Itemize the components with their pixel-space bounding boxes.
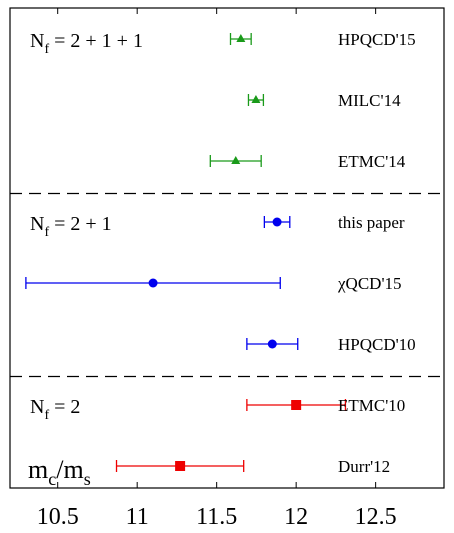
- entry-label: χQCD'15: [337, 274, 402, 293]
- x-tick-label: 11.5: [196, 504, 237, 530]
- entry-label: HPQCD'15: [338, 30, 416, 49]
- marker-circle: [267, 339, 277, 349]
- marker-square: [175, 461, 186, 471]
- data-point-3-1: ETMC'10: [246, 396, 405, 415]
- data-point-1-3: ETMC'14: [209, 152, 406, 171]
- data-point-1-1: HPQCD'15: [229, 30, 416, 49]
- entry-label: Durr'12: [338, 457, 390, 476]
- marker-triangle: [236, 34, 246, 42]
- group-label: Nf = 2 + 1 + 1: [30, 30, 143, 57]
- marker-triangle: [231, 156, 241, 164]
- group-1: Nf = 2 + 1 + 1 HPQCD'15 MILC'14 ETMC'14: [10, 30, 444, 195]
- x-tick-label: 12.5: [355, 504, 397, 530]
- group-label: Nf = 2 + 1: [30, 213, 112, 240]
- entry-label: ETMC'14: [338, 152, 406, 171]
- x-tick-label: 11: [126, 504, 149, 530]
- data-point-2-3: HPQCD'10: [246, 335, 416, 354]
- entry-label: this paper: [338, 213, 405, 232]
- x-tick-label: 10.5: [37, 504, 79, 530]
- group-label: Nf = 2: [30, 396, 80, 423]
- marker-triangle: [251, 95, 261, 103]
- entry-label: ETMC'10: [338, 396, 405, 415]
- data-point-2-1: this paper: [263, 213, 405, 232]
- x-axis: 10.5 11 11.5 12 12.5: [37, 8, 397, 530]
- ratio-label: mc/ms: [28, 455, 91, 489]
- marker-circle: [148, 278, 158, 288]
- group-2: Nf = 2 + 1 this paper χQCD'15 HPQCD'10: [10, 213, 444, 378]
- plot-frame: [9, 7, 445, 489]
- data-point-1-2: MILC'14: [247, 91, 401, 110]
- marker-circle: [272, 217, 282, 227]
- data-point-3-2: Durr'12: [115, 457, 390, 476]
- x-tick-label: 12: [284, 504, 308, 530]
- entry-label: MILC'14: [338, 91, 401, 110]
- marker-square: [291, 400, 302, 410]
- entry-label: HPQCD'10: [338, 335, 416, 354]
- group-3: Nf = 2 ETMC'10 Durr'12: [30, 396, 405, 476]
- data-point-2-2: χQCD'15: [25, 274, 402, 293]
